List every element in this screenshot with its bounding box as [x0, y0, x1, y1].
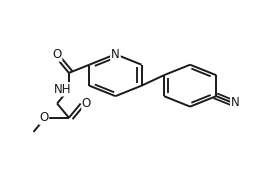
Text: O: O — [82, 97, 91, 110]
Text: NH: NH — [54, 83, 71, 96]
Text: O: O — [39, 111, 48, 124]
Text: N: N — [231, 96, 239, 109]
Text: N: N — [111, 48, 120, 61]
Text: O: O — [52, 48, 62, 61]
